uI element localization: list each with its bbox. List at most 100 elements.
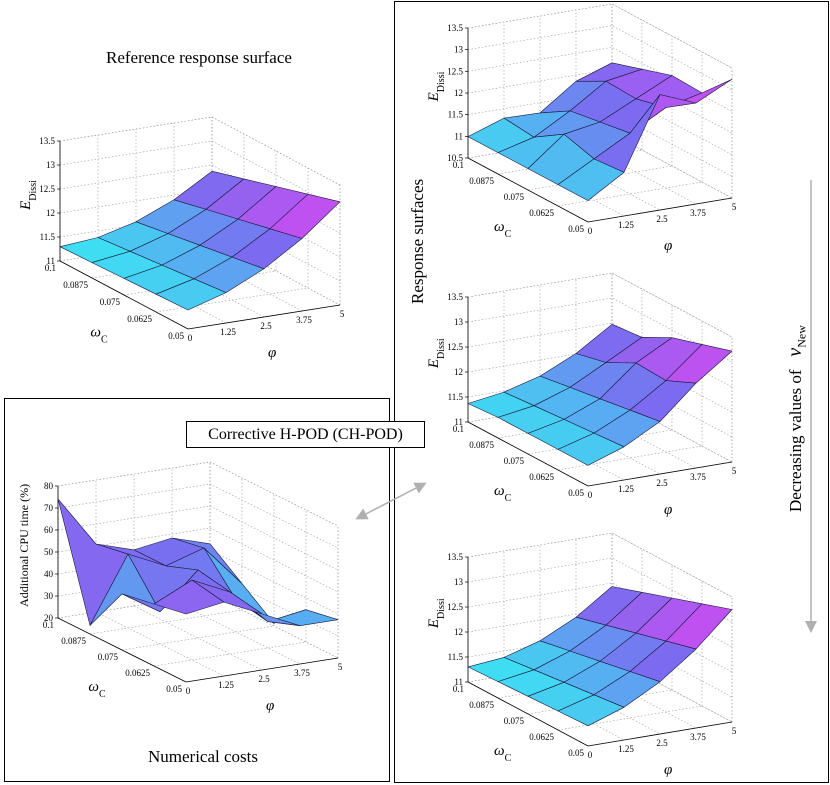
axis-titles: ωC φ Additional CPU time (%): [17, 484, 274, 714]
y-tick-label: 1.25: [618, 744, 634, 754]
x-tick-label: 0.05: [168, 331, 184, 341]
y-tick-label: 3.75: [296, 315, 312, 325]
y-tick-label: 0: [188, 333, 193, 343]
y-tick-label: 5: [732, 466, 737, 476]
y-tick-label: 0: [186, 686, 191, 696]
tick-labels: 13.5 13 12.5 12 11.5 11 10.50.1 0.0875 0.075 0.06…: [447, 23, 737, 236]
surface-patch: [557, 694, 625, 727]
z-tick-label: 12: [454, 367, 463, 377]
reference-surface-plot: 13.5 13 12.5 12 11.5 110.1 0.0875 0.075 0.0625 0.…: [18, 116, 345, 361]
z-tick-label: 13: [454, 317, 464, 327]
x-axis-title: ωC: [494, 483, 512, 504]
x-tick-label: 0.0875: [469, 176, 494, 186]
z-tick-label: 13: [46, 160, 56, 170]
surface: [467, 586, 733, 727]
y-tick-label: 0: [588, 750, 593, 760]
response-surface-plot-3: 13.5 13 12.5 12 11.5 110.1 0.0875 0.075 0.0625 0.…: [426, 532, 737, 778]
z-tick-label: 11: [46, 256, 55, 266]
tick-labels: 13.5 13 12.5 12 11.5 110.1 0.0875 0.075 0.0625 0.…: [447, 552, 737, 760]
tick-labels: 80 70 60 50 40 30 200.1 0.0875 0.075 0.0625 0.05 0 1…: [43, 481, 343, 696]
z-tick-label: 30: [44, 591, 54, 601]
y-tick-label: 1.25: [220, 327, 236, 337]
surface-patch: [153, 579, 225, 615]
x-tick-label: 0.075: [98, 652, 119, 662]
surface-patch: [557, 432, 625, 466]
x-tick-label: 0.075: [504, 192, 525, 202]
y-tick-label: 2.5: [656, 214, 668, 224]
z-tick-label: 13.5: [447, 552, 463, 562]
tick-labels: 13.5 13 12.5 12 11.5 110.1 0.0875 0.075 0.0625 0.…: [39, 136, 345, 343]
z-tick-label: 13.5: [447, 23, 463, 33]
response-surface-plot-2: 13.5 13 12.5 12 11.5 110.1 0.0875 0.075 0.0625 0.…: [426, 272, 737, 518]
method-label-box: Corrective H-POD (CH-POD): [186, 421, 425, 448]
x-tick-label: 0.1: [453, 684, 464, 694]
x-tick-label: 0.05: [166, 684, 182, 694]
surface: [467, 323, 733, 466]
surface: [57, 498, 339, 626]
x-tick-label: 0.075: [504, 456, 525, 466]
x-tick-label: 0.05: [568, 224, 584, 234]
surface-patch: [267, 609, 339, 626]
tick-labels: 13.5 13 12.5 12 11.5 110.1 0.0875 0.075 0.0625 0.…: [447, 292, 737, 500]
y-axis-title: φ: [664, 238, 672, 254]
x-tick-label: 0.0875: [61, 636, 86, 646]
z-tick-label: 12.5: [447, 602, 463, 612]
z-tick-label: 12.5: [447, 342, 463, 352]
z-tick-label: 50: [44, 547, 54, 557]
response-surfaces-panel: [394, 1, 829, 783]
y-tick-label: 1.25: [618, 220, 634, 230]
x-tick-label: 0.0625: [127, 314, 152, 324]
z-tick-label: 12: [454, 627, 463, 637]
y-tick-label: 5: [338, 662, 343, 672]
z-tick-label: 60: [44, 525, 54, 535]
surface: [59, 170, 341, 311]
link-double-arrow: [355, 482, 427, 520]
z-tick-label: 13.5: [39, 136, 55, 146]
y-axis-title: φ: [266, 698, 274, 714]
reference-title: Reference response surface: [106, 48, 292, 67]
x-tick-label: 0.075: [504, 716, 525, 726]
axis-titles: ωC φ EDissi: [426, 598, 672, 778]
y-tick-label: 2.5: [258, 674, 270, 684]
z-tick-label: 11: [454, 417, 463, 427]
z-tick-label: 70: [44, 503, 54, 513]
numerical-costs-panel: [4, 398, 390, 782]
y-tick-label: 1.25: [618, 484, 634, 494]
z-axis-title: Additional CPU time (%): [17, 484, 31, 607]
y-tick-label: 2.5: [656, 738, 668, 748]
x-axis-title: ωC: [494, 219, 512, 240]
y-axis-title: φ: [664, 762, 672, 778]
y-tick-label: 3.75: [690, 208, 706, 218]
response-surface-plot-1: 13.5 13 12.5 12 11.5 11 10.50.1 0.0875 0.075 0.06…: [426, 3, 737, 254]
z-tick-label: 40: [44, 569, 54, 579]
z-tick-label: 12: [46, 208, 55, 218]
z-axis-title: EDissi: [18, 180, 39, 211]
surface-patch: [57, 498, 129, 626]
z-tick-label: 80: [44, 481, 54, 491]
y-axis-title: φ: [664, 502, 672, 518]
y-tick-label: 3.75: [690, 472, 706, 482]
x-tick-label: 0.0625: [529, 472, 554, 482]
z-tick-label: 13.5: [447, 292, 463, 302]
x-tick-label: 0.1: [45, 263, 56, 273]
x-axis-title: ωC: [88, 679, 106, 700]
x-tick-label: 0.0625: [529, 208, 554, 218]
x-tick-label: 0.0875: [469, 440, 494, 450]
x-tick-label: 0.1: [453, 424, 464, 434]
surface: [467, 62, 733, 201]
cost-surface-plot: 80 70 60 50 40 30 200.1 0.0875 0.075 0.0625 0.05 0 1…: [17, 461, 343, 714]
surface-patch: [557, 158, 625, 201]
z-tick-label: 11.5: [448, 392, 464, 402]
x-tick-label: 0.0875: [63, 280, 88, 290]
z-tick-label: 11: [454, 677, 463, 687]
z-tick-label: 13: [454, 577, 464, 587]
z-axis-title: EDissi: [426, 598, 447, 629]
z-tick-label: 12.5: [447, 66, 463, 76]
z-tick-label: 12: [454, 88, 463, 98]
x-tick-label: 0.1: [43, 620, 54, 630]
y-tick-label: 0: [588, 490, 593, 500]
y-tick-label: 5: [732, 202, 737, 212]
y-tick-label: 1.25: [218, 680, 234, 690]
z-tick-label: 11.5: [448, 110, 464, 120]
